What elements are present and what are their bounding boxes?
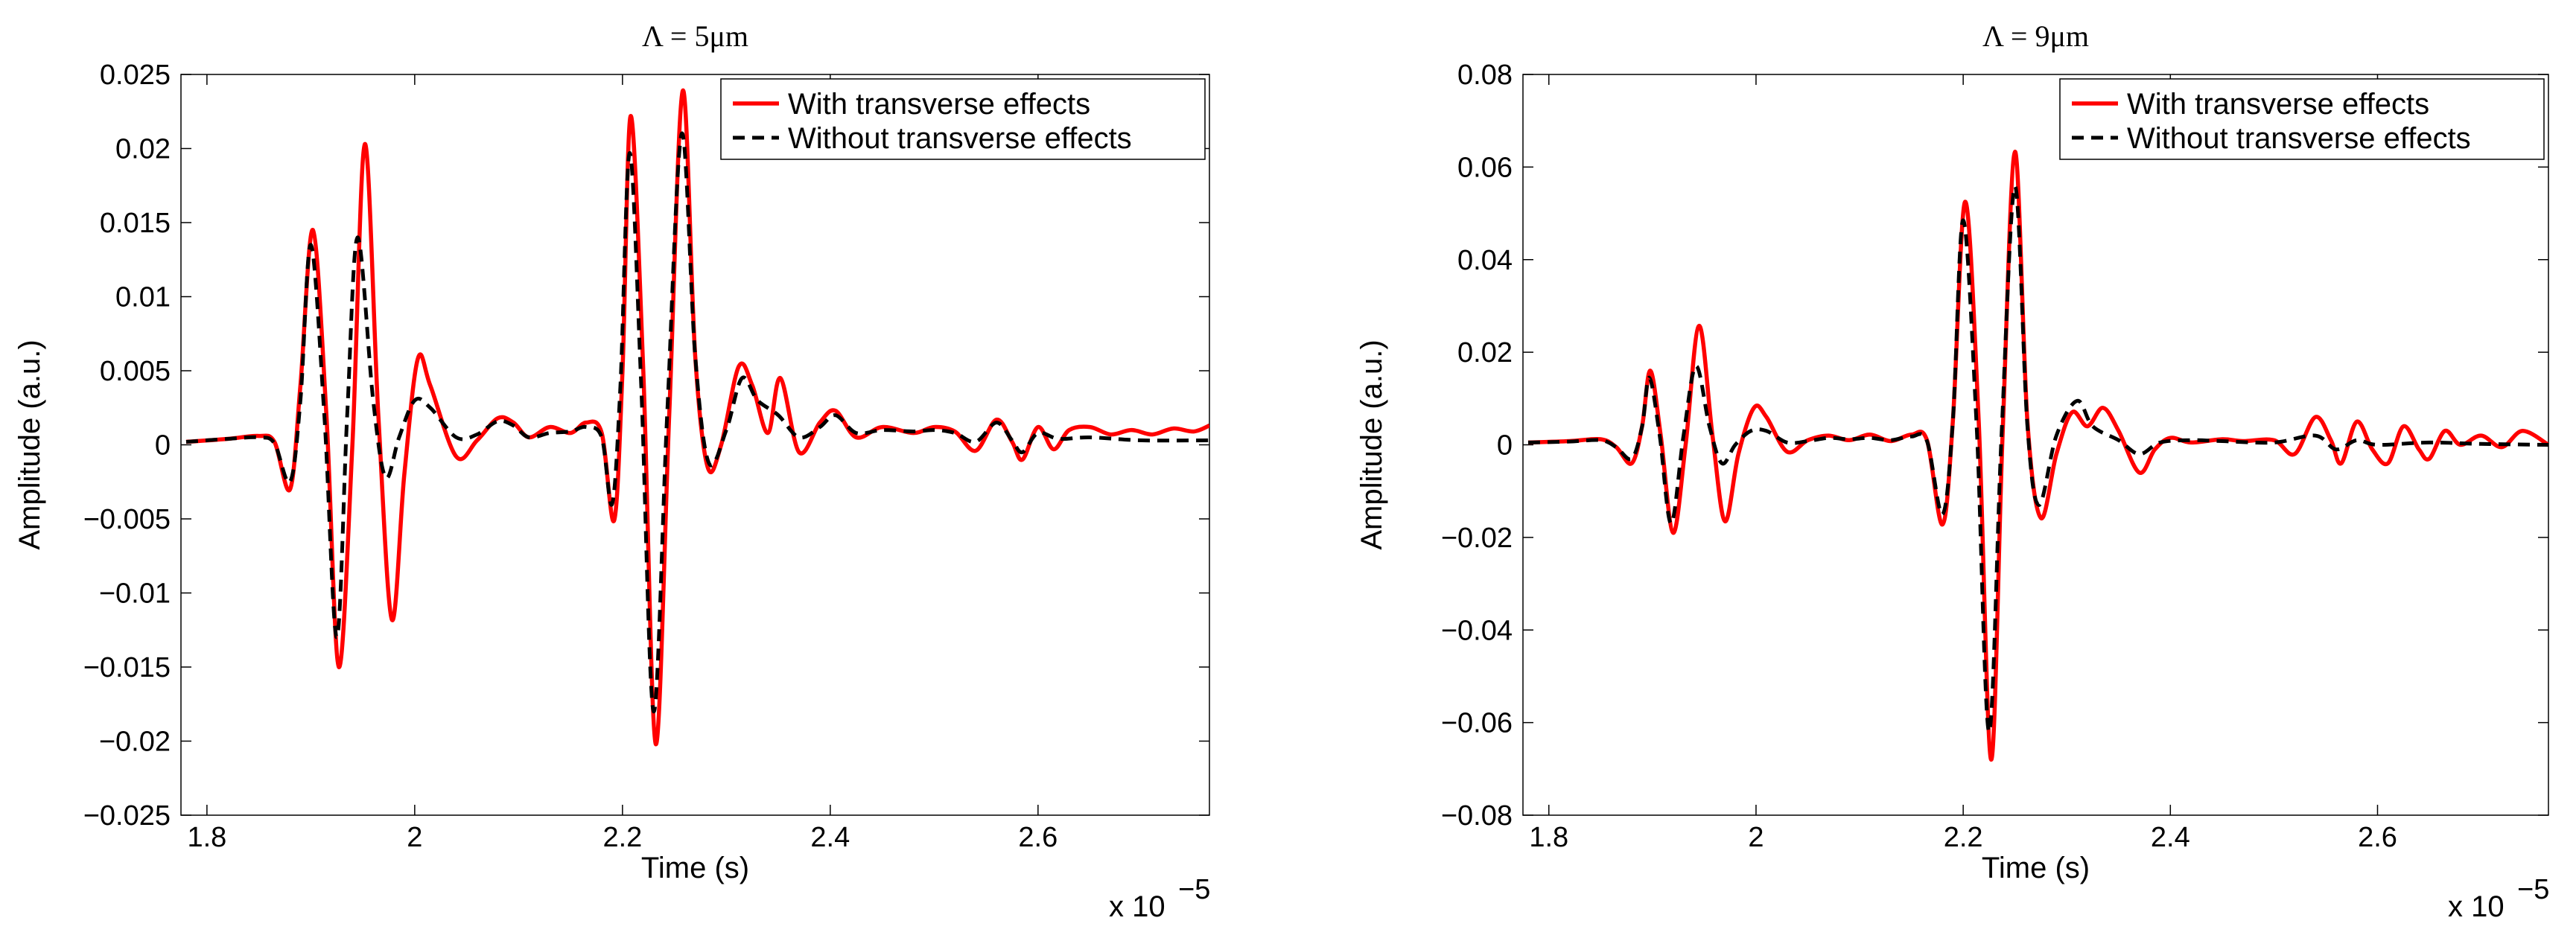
y-tick-label: −0.01: [99, 578, 171, 610]
legend-box: [720, 78, 1206, 160]
y-tick-label: 0.025: [100, 60, 171, 91]
y-tick-label: 0.04: [1457, 245, 1513, 276]
x-tick-label: 2.4: [810, 822, 850, 853]
y-tick-label: −0.005: [83, 504, 171, 535]
chart-left: Λ = 5μm Time (s) Amplitude (a.u.) x 10 −…: [13, 19, 1210, 923]
y-tick-label: −0.04: [1441, 615, 1513, 646]
y-tick-label: −0.025: [83, 800, 171, 832]
x-axis-label: Time (s): [1982, 852, 2090, 884]
x-tick-label: 2.2: [1944, 822, 1983, 853]
x-tick-label: 2.6: [1018, 822, 1058, 853]
x-axis-label: Time (s): [641, 852, 749, 884]
y-tick-label: 0: [1497, 430, 1513, 462]
x-multiplier-label: x 10: [2448, 890, 2505, 923]
x-tick-label: 2.6: [2358, 822, 2397, 853]
y-axis-label: Amplitude (a.u.): [13, 339, 46, 549]
chart-plot-area: 1.8 2 2.2 2.4 2.6 0.08 0.06 0.04 0.02 0 −0.02 −0.04…: [1441, 60, 2549, 853]
y-tick-label: 0.02: [1457, 337, 1513, 369]
y-tick-label: 0.02: [115, 134, 171, 165]
y-tick-label: −0.02: [1441, 523, 1513, 554]
y-tick-label: −0.015: [83, 652, 171, 683]
chart-title: Λ = 5μm: [642, 19, 748, 53]
x-tick-label: 2.2: [602, 822, 642, 853]
legend-entry-without: Without transverse effects: [2127, 122, 2471, 155]
axes-box: [180, 74, 1210, 816]
series-line-without-transverse: [185, 132, 1209, 714]
y-tick-label: −0.08: [1441, 800, 1513, 832]
legend-entry-with: With transverse effects: [788, 88, 1090, 121]
series-line-with-transverse: [1527, 150, 2548, 762]
chart-title: Λ = 9μm: [1982, 19, 2089, 53]
legend-entry-without: Without transverse effects: [788, 122, 1132, 155]
x-tick-label: 2.4: [2151, 822, 2190, 853]
x-tick-label: 2: [1748, 822, 1764, 853]
y-axis-label: Amplitude (a.u.): [1355, 339, 1388, 549]
x-multiplier-exponent: −5: [1178, 874, 1210, 905]
y-tick-label: 0.01: [115, 282, 171, 313]
x-multiplier-exponent: −5: [2517, 874, 2549, 905]
chart-plot-area: 1.8 2 2.2 2.4 2.6 0.025 0.02 0.015 0.01 0.005 0 −0.…: [83, 60, 1210, 853]
axes-box: [1522, 74, 2549, 816]
y-tick-label: 0.005: [100, 356, 171, 387]
y-tick-label: 0: [155, 430, 171, 462]
y-tick-label: 0.015: [100, 208, 171, 239]
legend-entry-with: With transverse effects: [2127, 88, 2429, 121]
x-tick-label: 1.8: [1529, 822, 1568, 853]
y-tick-label: −0.02: [99, 727, 171, 758]
series-line-without-transverse: [1527, 184, 2548, 734]
x-tick-label: 2: [407, 822, 422, 853]
x-tick-label: 1.8: [187, 822, 226, 853]
chart-right: Λ = 9μm Time (s) Amplitude (a.u.) x 10 −…: [1355, 19, 2549, 923]
y-tick-label: −0.06: [1441, 708, 1513, 739]
y-tick-label: 0.08: [1457, 60, 1513, 91]
series-line-with-transverse: [185, 89, 1209, 747]
x-multiplier-label: x 10: [1109, 890, 1165, 923]
y-tick-label: 0.06: [1457, 152, 1513, 183]
legend-box: [2059, 78, 2545, 160]
